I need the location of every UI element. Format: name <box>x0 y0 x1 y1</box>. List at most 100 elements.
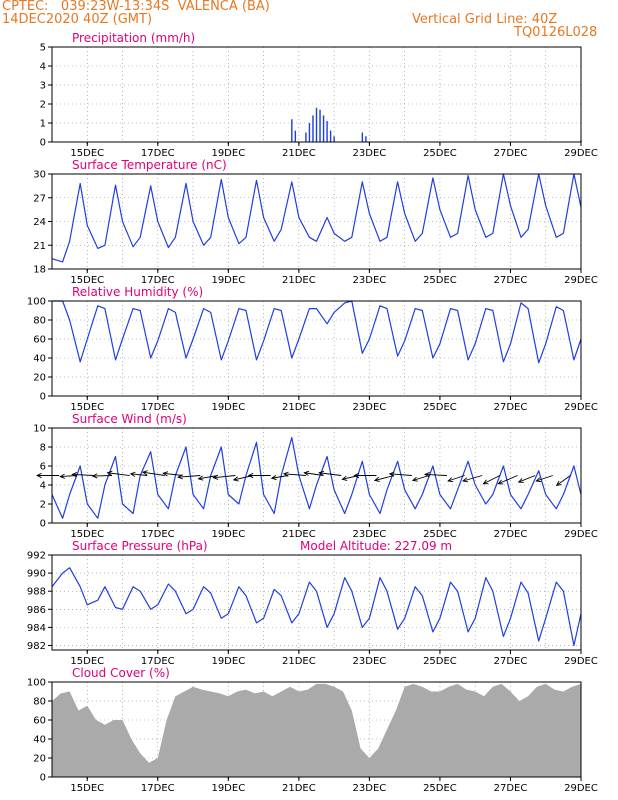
y-tick-label: 0 <box>40 138 46 149</box>
panel-title: Precipitation (mm/h) <box>72 31 195 45</box>
x-tick-label: 23DEC <box>353 529 387 540</box>
cloud-cover-area <box>52 683 581 777</box>
wind-vector-head <box>141 470 148 476</box>
wind-vector-head <box>71 472 78 478</box>
x-tick-label: 23DEC <box>353 275 387 286</box>
wind-vector <box>72 473 95 476</box>
y-tick-label: 984 <box>27 623 46 634</box>
x-tick-label: 15DEC <box>70 529 104 540</box>
x-tick-label: 23DEC <box>353 656 387 667</box>
wind-vector <box>198 475 218 480</box>
wind-vector-head <box>129 471 136 477</box>
wind-vector <box>107 472 130 476</box>
wind-vector-head <box>212 474 219 480</box>
wind-vector <box>462 475 483 482</box>
x-tick-label: 27DEC <box>494 783 528 794</box>
wind-vector <box>374 475 395 481</box>
panel-title: Surface Temperature (nC) <box>72 158 227 172</box>
wind-vector-head <box>411 476 418 482</box>
wind-vector-head <box>318 470 325 476</box>
model-code: TQ0126L028 <box>514 25 598 40</box>
x-tick-label: 23DEC <box>353 402 387 413</box>
y-tick-label: 988 <box>27 587 46 598</box>
y-tick-label: 2 <box>40 500 46 511</box>
wind-vector <box>92 475 112 477</box>
y-tick-label: 18 <box>33 265 46 276</box>
y-tick-label: 24 <box>33 217 46 228</box>
y-tick-label: 0 <box>40 392 46 403</box>
x-tick-label: 21DEC <box>282 402 316 413</box>
y-tick-label: 1 <box>40 119 46 130</box>
x-tick-label: 19DEC <box>211 275 245 286</box>
x-tick-label: 29DEC <box>564 656 598 667</box>
x-tick-label: 25DEC <box>423 402 457 413</box>
x-tick-label: 17DEC <box>141 783 175 794</box>
x-tick-label: 27DEC <box>494 275 528 286</box>
wind-vector <box>163 472 183 476</box>
wind-vector-head <box>388 471 395 477</box>
wind-vector-head <box>162 471 169 477</box>
x-tick-label: 29DEC <box>564 529 598 540</box>
panel-frame <box>51 300 582 397</box>
y-tick-label: 3 <box>40 81 46 92</box>
x-tick-label: 25DEC <box>423 656 457 667</box>
x-tick-label: 27DEC <box>494 148 528 159</box>
x-tick-label: 15DEC <box>70 275 104 286</box>
wind-vector <box>142 471 165 476</box>
grid-line-note: Vertical Grid Line: 40Z <box>412 12 558 27</box>
x-tick-label: 21DEC <box>282 529 316 540</box>
wind-vector <box>283 473 306 476</box>
y-tick-label: 80 <box>33 697 46 708</box>
wind-vector-head <box>247 472 254 479</box>
wind-vector <box>213 475 236 479</box>
wind-vector-head <box>303 470 310 476</box>
wind-vector-head <box>373 476 380 482</box>
wind-vector-head <box>59 473 65 479</box>
wind-vector <box>319 472 342 476</box>
y-tick-label: 8 <box>40 443 46 454</box>
x-tick-label: 19DEC <box>211 529 245 540</box>
x-tick-label: 19DEC <box>211 783 245 794</box>
y-tick-label: 60 <box>33 335 46 346</box>
y-tick-label: 20 <box>33 754 46 765</box>
wind-vector-head <box>232 476 239 482</box>
precip-bar <box>329 130 332 142</box>
chart-header: CPTEC: 039:23W-13:34S VALENCA (BA) 14DEC… <box>0 0 618 50</box>
precip-bar <box>291 119 293 142</box>
x-tick-label: 23DEC <box>353 148 387 159</box>
x-tick-label: 17DEC <box>141 402 175 413</box>
precip-bar <box>326 121 328 142</box>
series-line <box>51 567 582 647</box>
y-tick-label: 60 <box>33 716 46 727</box>
wind-vector-head <box>197 475 204 481</box>
y-tick-label: 20 <box>33 373 46 384</box>
precip-bar <box>333 136 335 142</box>
wind-vector <box>498 475 518 485</box>
wind-vector-head <box>341 475 348 481</box>
panel-frame <box>51 681 582 778</box>
series-line <box>51 436 582 519</box>
panel-frame <box>51 427 582 524</box>
x-tick-label: 29DEC <box>564 275 598 286</box>
y-tick-label: 990 <box>27 569 46 580</box>
panel-title: Surface Pressure (hPa) <box>72 539 208 553</box>
wind-vector <box>424 473 448 476</box>
wind-vector-head <box>447 477 454 483</box>
x-tick-label: 19DEC <box>211 656 245 667</box>
panel-title: Cloud Cover (%) <box>72 666 170 680</box>
y-tick-label: 40 <box>33 354 46 365</box>
y-tick-label: 4 <box>40 62 46 73</box>
x-tick-label: 17DEC <box>141 656 175 667</box>
y-tick-label: 30 <box>33 170 46 181</box>
x-tick-label: 17DEC <box>141 275 175 286</box>
panel-annotation: Model Altitude: 227.09 m <box>300 539 452 553</box>
y-tick-label: 992 <box>27 551 46 562</box>
y-tick-label: 10 <box>33 424 46 435</box>
x-tick-label: 15DEC <box>70 148 104 159</box>
x-tick-label: 19DEC <box>211 148 245 159</box>
wind-vector <box>271 475 289 479</box>
wind-vector-head <box>462 477 469 483</box>
x-tick-label: 23DEC <box>353 783 387 794</box>
y-tick-label: 4 <box>40 481 46 492</box>
x-tick-label: 15DEC <box>70 402 104 413</box>
